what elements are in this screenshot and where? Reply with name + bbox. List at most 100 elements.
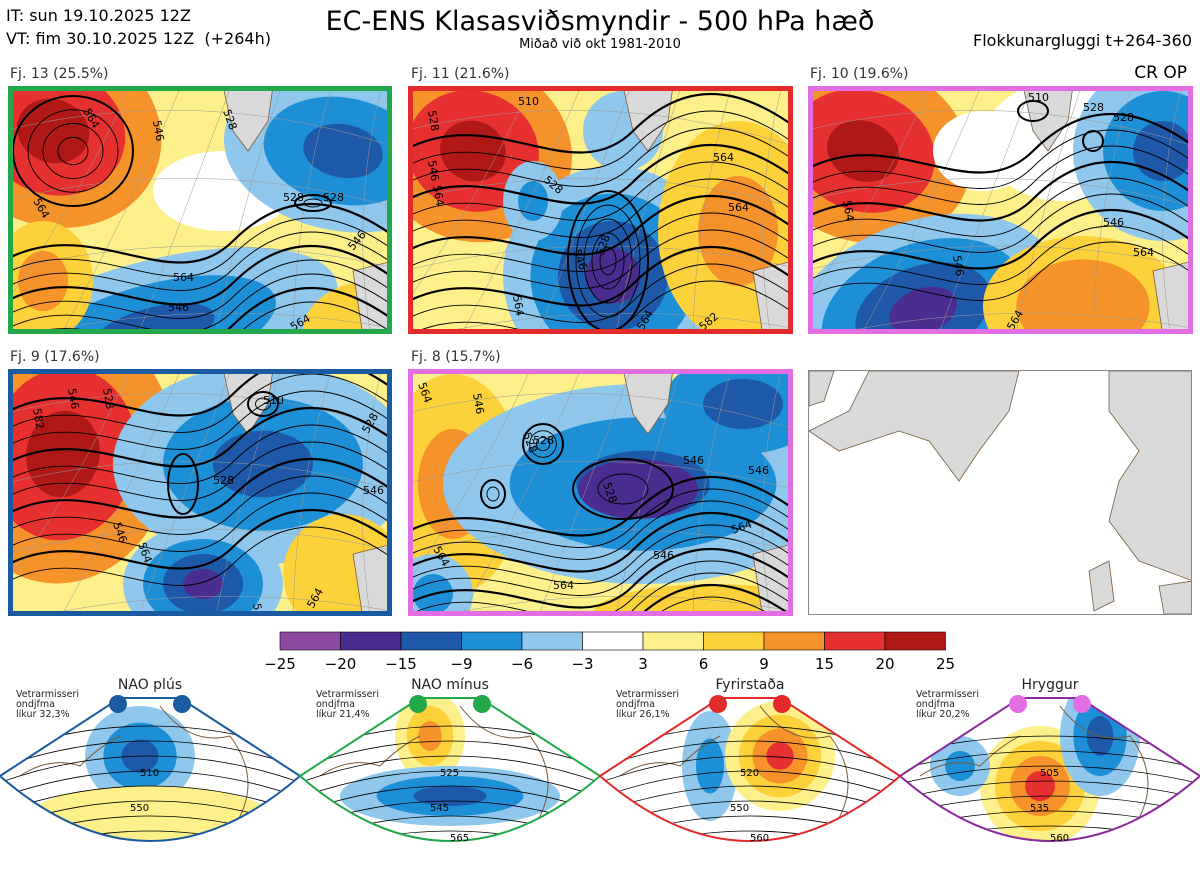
- regime-contour-label: 510: [140, 768, 159, 779]
- regime-note: líkur 21,4%: [316, 709, 370, 720]
- meridian: [216, 91, 280, 329]
- meridian: [13, 374, 129, 576]
- regime-contour-label: 520: [740, 768, 759, 779]
- cluster-map-9: 582546528510528528546546564546564: [8, 369, 392, 616]
- height-contour: [413, 547, 788, 609]
- colorbar-tick-label: −9: [450, 655, 472, 673]
- anomaly-shading: [593, 584, 788, 611]
- meridian: [1162, 91, 1181, 329]
- meridian: [463, 374, 580, 611]
- height-contour: [813, 112, 1188, 174]
- colorbar-tick-label: −6: [511, 655, 533, 673]
- land: [1158, 580, 1191, 614]
- parallel: [457, 312, 788, 329]
- anomaly-shading: [945, 751, 975, 781]
- contour-label: 546: [168, 301, 189, 314]
- height-contour: [13, 526, 387, 586]
- regime-contour: [600, 755, 900, 787]
- colorbar-segment: [400, 631, 462, 651]
- regime-panel: 520 550 560 Fyrirstaða Vetrarmisseriondjfmal…: [598, 677, 902, 844]
- regime-contour: [900, 765, 1200, 787]
- closed-contour: [42, 123, 104, 179]
- closed-contour: [167, 453, 199, 515]
- regime-contour: [600, 740, 900, 772]
- meridian: [362, 374, 381, 611]
- contour-label: 564: [728, 201, 749, 214]
- height-contour: [661, 596, 766, 611]
- colorbar-segment: [824, 631, 886, 651]
- anomaly-shading: [827, 120, 899, 182]
- header-dates: IT: sun 19.10.2025 12Z VT: fim 30.10.202…: [6, 4, 271, 50]
- regime-contour-label: 560: [1050, 833, 1069, 844]
- colorbar-tick-label: 3: [638, 655, 648, 673]
- parallel: [462, 595, 788, 611]
- parallel: [413, 392, 788, 428]
- height-contour: [13, 217, 387, 277]
- contour-label: 564: [1133, 246, 1154, 259]
- regime-note: ondjfma: [316, 699, 355, 710]
- page-subtitle: Miðað við okt 1981-2010: [519, 37, 681, 52]
- parallel: [413, 109, 788, 145]
- contour-label: 546: [653, 549, 674, 562]
- height-contour: [813, 241, 1188, 301]
- height-contour: [413, 524, 788, 584]
- colorbar-tick-label: −3: [571, 655, 593, 673]
- colorbar-segment: [884, 631, 946, 651]
- colorbar-tick-label: 6: [699, 655, 709, 673]
- colorbar-tick-label: 20: [875, 655, 894, 673]
- height-contour: [631, 572, 788, 611]
- colorbar-tick-label: −15: [385, 655, 417, 673]
- height-contour: [13, 492, 387, 552]
- regime-contour: [300, 755, 600, 787]
- cluster-map-8: 564 546 528 528 546 528 546 546 564 564 564: [408, 369, 793, 616]
- contour-label: 528: [1113, 111, 1134, 124]
- regime-dot: [1073, 695, 1091, 713]
- page-title: EC-ENS Klasasviðsmyndir - 500 hPa hæð: [325, 6, 875, 37]
- anomaly-shading: [418, 721, 442, 751]
- colorbar-tick-label: 15: [815, 655, 834, 673]
- contour-label: 510: [518, 95, 539, 108]
- regime-contour: [300, 830, 600, 841]
- colorbar-tick-label: −25: [264, 655, 296, 673]
- height-contour: [13, 273, 387, 329]
- meridian: [413, 374, 529, 576]
- regime-contour: [300, 740, 600, 772]
- colorbar-segment: [279, 631, 341, 651]
- meridian: [362, 91, 381, 329]
- height-contour: [813, 160, 1188, 222]
- height-contour: [413, 127, 788, 187]
- colorbar-segment: [461, 631, 523, 651]
- height-contour: [13, 231, 387, 291]
- regime-note: Vetrarmisseri: [616, 689, 679, 700]
- contour-label: 528: [1083, 101, 1104, 114]
- parallel: [413, 178, 788, 206]
- height-contour: [422, 280, 788, 329]
- meridian: [540, 374, 630, 611]
- regime-name: Hryggur: [1022, 677, 1079, 693]
- height-contour: [813, 129, 1188, 189]
- height-contour: [813, 193, 1188, 253]
- closed-contour: [575, 204, 641, 318]
- panel-label: Fj. 9 (17.6%): [10, 349, 100, 365]
- parallel: [813, 245, 1188, 269]
- closed-contour: [480, 479, 506, 509]
- height-contour: [413, 178, 788, 238]
- parallel: [413, 245, 788, 269]
- contour-label: 546: [683, 454, 704, 467]
- meridian: [63, 374, 180, 611]
- closed-contour: [294, 194, 332, 212]
- height-contour: [413, 500, 788, 560]
- regime-dot: [773, 695, 791, 713]
- contour-label: 564: [430, 184, 446, 207]
- contour-label: 546: [363, 484, 384, 497]
- anomaly-shading: [183, 569, 223, 599]
- height-contour: [643, 583, 787, 611]
- contour-label: 582: [30, 407, 46, 430]
- panel-label: Fj. 8 (15.7%): [411, 349, 501, 365]
- closed-contour: [522, 423, 564, 465]
- height-contour: [413, 212, 788, 272]
- parallel: [13, 528, 387, 552]
